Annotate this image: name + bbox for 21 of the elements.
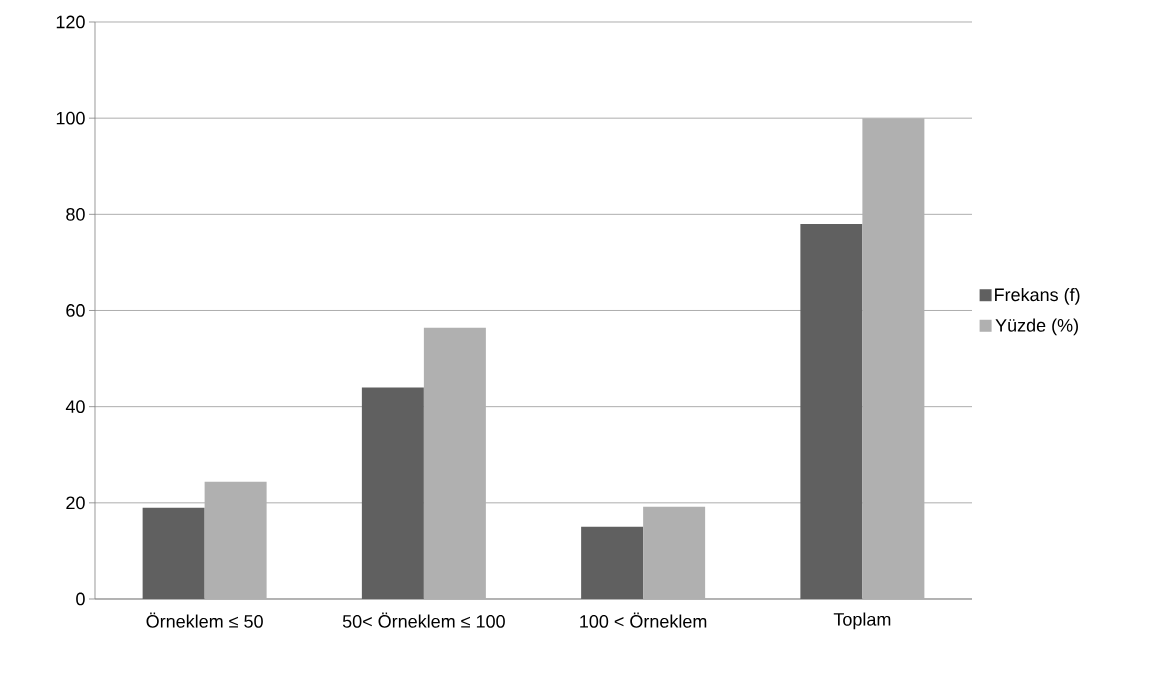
x-tick-label: Örneklem ≤ 50 (146, 612, 263, 628)
bar (643, 506, 706, 599)
y-tick-label: 120 (56, 15, 85, 29)
legend-label: Yüzde (%) (995, 318, 1078, 336)
bar (581, 526, 644, 599)
y-tick-label: 0 (76, 592, 85, 606)
y-tick-label: 20 (66, 496, 85, 510)
x-tick-label: 50< Örneklem ≤ 100 (342, 612, 505, 628)
y-tick-label: 100 (56, 111, 85, 125)
bar (142, 507, 205, 599)
y-tick-label: 60 (66, 304, 85, 317)
bar (361, 387, 424, 599)
x-tick-label: Toplam (833, 612, 891, 630)
bar (204, 481, 267, 599)
legend-label: Frekans (f) (995, 287, 1080, 305)
x-tick-label: 100 < Örneklem (580, 612, 707, 628)
bar (862, 118, 925, 599)
bar (423, 327, 486, 599)
y-tick-label: 40 (65, 400, 85, 414)
y-tick-label: 80 (66, 207, 85, 221)
bar (800, 223, 863, 599)
